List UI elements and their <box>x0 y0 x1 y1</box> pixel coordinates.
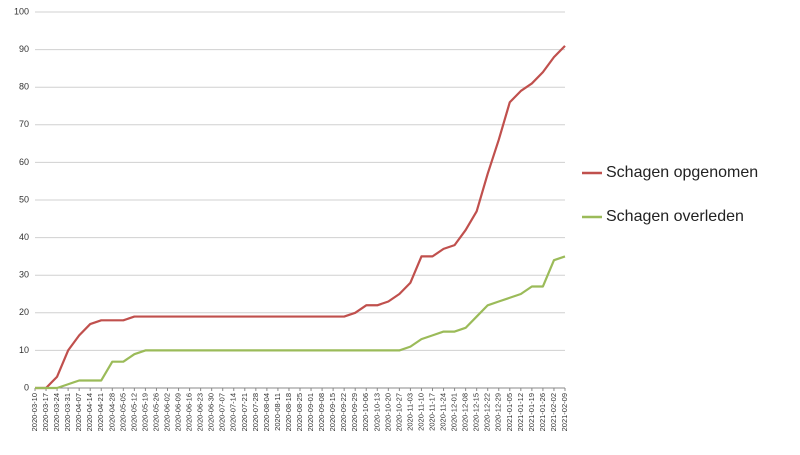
x-tick-label: 2020-07-14 <box>229 393 238 431</box>
x-tick-label: 2020-09-08 <box>317 393 326 431</box>
x-tick-label: 2020-12-08 <box>461 393 470 431</box>
x-tick-label: 2020-04-21 <box>96 393 105 431</box>
x-tick-label: 2020-03-10 <box>30 393 39 431</box>
x-tick-label: 2020-10-27 <box>394 393 403 431</box>
y-tick-label: 50 <box>19 194 29 204</box>
x-tick-label: 2020-03-31 <box>63 393 72 431</box>
x-tick-label: 2020-11-10 <box>416 393 425 431</box>
x-tick-label: 2020-08-25 <box>295 393 304 431</box>
x-tick-label: 2020-04-14 <box>85 393 94 431</box>
x-tick-label: 2020-10-06 <box>361 393 370 431</box>
x-tick-label: 2020-10-13 <box>372 393 381 431</box>
x-tick-label: 2021-02-02 <box>549 393 558 431</box>
x-tick-label: 2020-07-07 <box>218 393 227 431</box>
x-tick-label: 2020-08-18 <box>284 393 293 431</box>
x-tick-label: 2020-09-29 <box>350 393 359 431</box>
x-tick-label: 2020-08-04 <box>262 393 271 431</box>
x-tick-label: 2020-03-17 <box>41 393 50 431</box>
x-tick-label: 2020-08-11 <box>273 393 282 431</box>
x-tick-label: 2020-09-01 <box>306 393 315 431</box>
x-tick-label: 2020-12-22 <box>483 393 492 431</box>
y-tick-label: 10 <box>19 345 29 355</box>
x-tick-label: 2020-09-15 <box>328 393 337 431</box>
x-tick-label: 2020-09-22 <box>339 393 348 431</box>
y-tick-label: 80 <box>19 82 29 92</box>
legend-label: Schagen overleden <box>606 208 744 225</box>
x-tick-label: 2020-06-09 <box>174 393 183 431</box>
x-tick-label: 2020-10-20 <box>383 393 392 431</box>
x-tick-label: 2020-11-17 <box>427 393 436 431</box>
x-tick-label: 2020-05-12 <box>129 393 138 431</box>
x-tick-label: 2020-06-16 <box>185 393 194 431</box>
x-tick-label: 2021-01-26 <box>538 393 547 431</box>
x-tick-label: 2021-01-19 <box>527 393 536 431</box>
x-tick-label: 2020-05-19 <box>140 393 149 431</box>
x-tick-label: 2020-11-24 <box>439 393 448 431</box>
x-tick-label: 2020-04-07 <box>74 393 83 431</box>
y-tick-label: 0 <box>24 382 29 392</box>
x-tick-label: 2020-05-26 <box>151 393 160 431</box>
y-tick-label: 70 <box>19 119 29 129</box>
legend-label: Schagen opgenomen <box>606 164 758 181</box>
y-tick-label: 60 <box>19 157 29 167</box>
line-series <box>35 45 566 390</box>
y-tick-label: 40 <box>19 232 29 242</box>
x-tick-label: 2020-07-28 <box>251 393 260 431</box>
line-series <box>35 255 566 390</box>
y-tick-label: 30 <box>19 270 29 280</box>
x-tick-label: 2020-03-24 <box>52 393 61 431</box>
x-tick-label: 2020-12-01 <box>450 393 459 431</box>
y-tick-label: 100 <box>14 6 29 16</box>
x-tick-label: 2020-06-23 <box>196 393 205 431</box>
x-tick-label: 2020-12-15 <box>472 393 481 431</box>
x-tick-label: 2020-06-30 <box>207 393 216 431</box>
x-tick-label: 2020-05-05 <box>118 393 127 431</box>
y-tick-label: 90 <box>19 44 29 54</box>
x-tick-label: 2020-12-29 <box>494 393 503 431</box>
y-tick-label: 20 <box>19 307 29 317</box>
x-tick-label: 2020-11-03 <box>405 393 414 431</box>
x-tick-label: 2021-01-12 <box>516 393 525 431</box>
x-tick-label: 2020-04-28 <box>107 393 116 431</box>
x-tick-label: 2021-01-05 <box>505 393 514 431</box>
x-tick-label: 2020-06-02 <box>162 393 171 431</box>
x-tick-label: 2021-02-09 <box>560 393 569 431</box>
x-tick-label: 2020-07-21 <box>240 393 249 431</box>
